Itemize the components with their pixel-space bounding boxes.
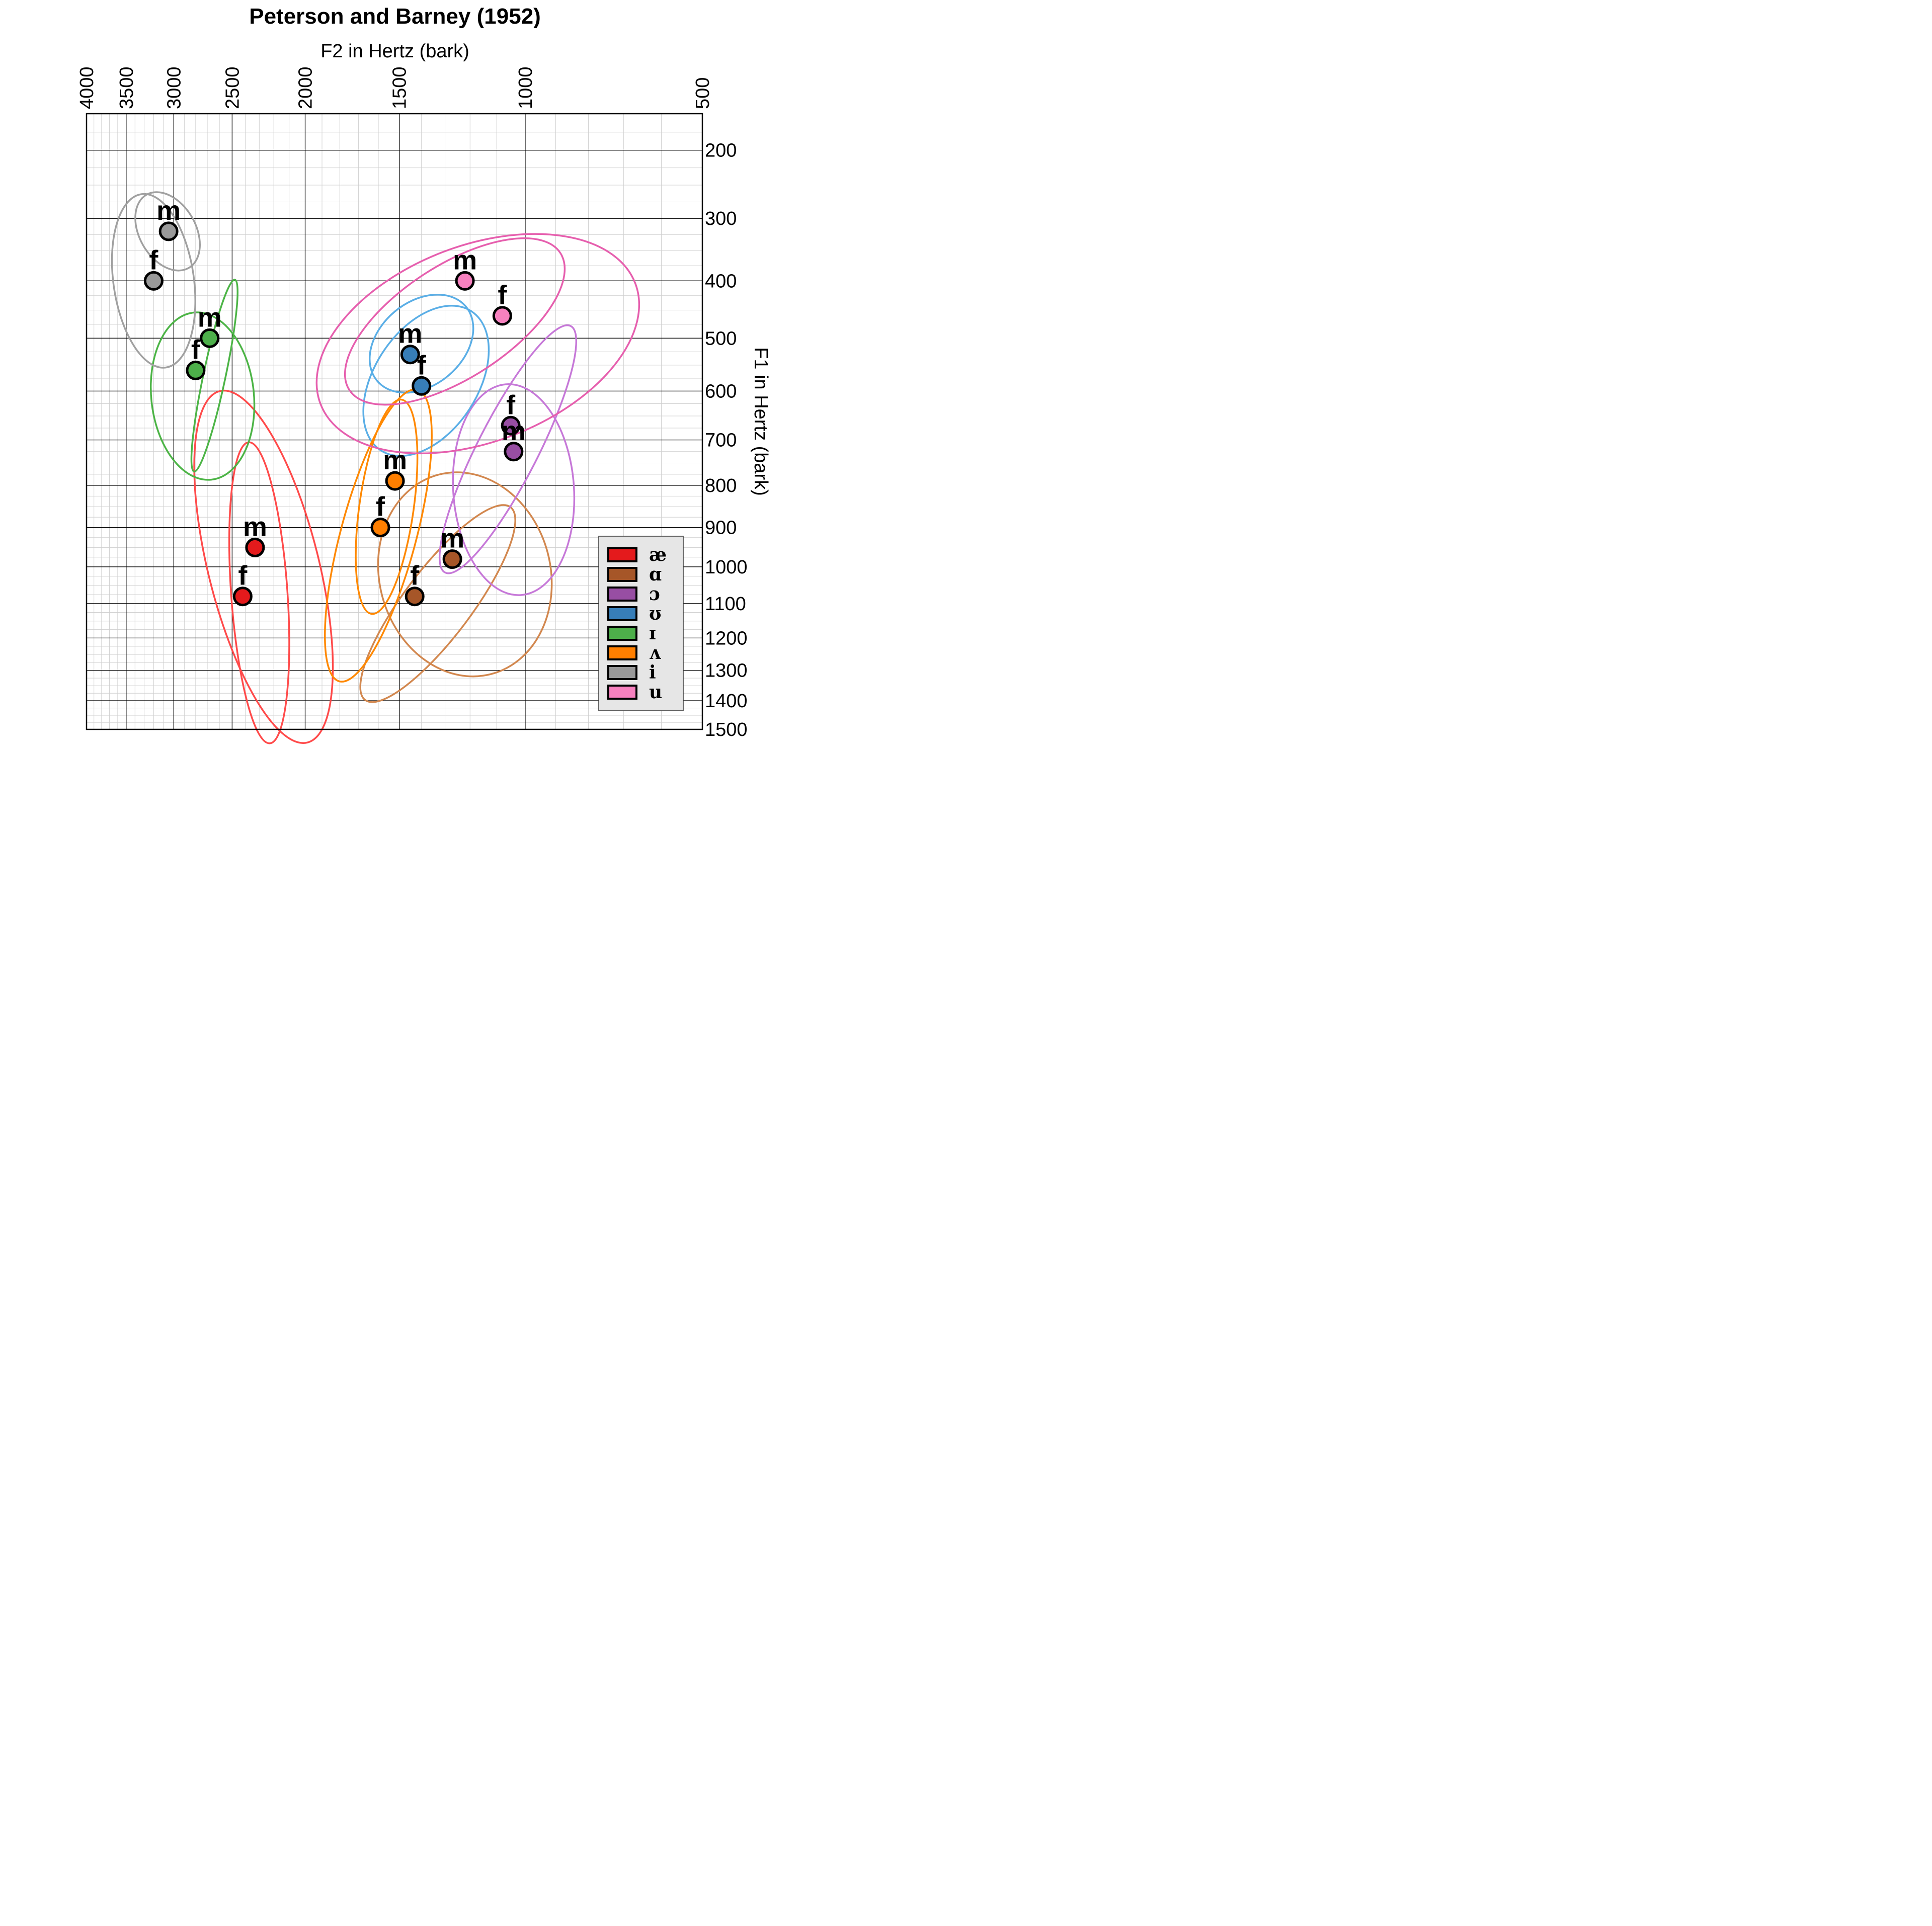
- x-tick-label: 500: [692, 77, 713, 109]
- data-point: [442, 549, 462, 569]
- x-axis-label: F2 in Hertz (bark): [320, 41, 469, 62]
- point-label: f: [498, 280, 507, 310]
- legend-swatch: [607, 665, 637, 680]
- legend-swatch: [607, 645, 637, 660]
- y-tick-label: 1100: [705, 594, 746, 615]
- point-label: f: [410, 561, 420, 591]
- x-tick-label: 1500: [389, 66, 411, 109]
- point-label: m: [383, 445, 407, 475]
- legend-label: u: [649, 682, 662, 703]
- plot-frame: [86, 113, 703, 730]
- ellipses: [111, 191, 640, 744]
- legend-swatch: [607, 685, 637, 700]
- ellipse: [362, 305, 490, 457]
- data-point: [492, 306, 512, 326]
- data-point: [370, 518, 390, 538]
- y-axis-label: F1 in Hertz (bark): [750, 347, 771, 496]
- y-tick-label: 700: [705, 430, 737, 451]
- y-tick-label: 1000: [705, 557, 748, 578]
- y-tick-label: 1200: [705, 628, 748, 649]
- legend-swatch: [607, 547, 637, 562]
- ellipse: [149, 311, 256, 481]
- x-tick-label: 2000: [295, 66, 316, 109]
- point-label: f: [417, 350, 427, 380]
- legend-swatch: [607, 606, 637, 621]
- point-label: m: [453, 245, 477, 275]
- data-point: [412, 376, 432, 396]
- point-label: m: [156, 196, 181, 226]
- ellipse: [193, 389, 334, 744]
- y-tick-label: 900: [705, 518, 737, 539]
- ellipse: [377, 471, 553, 678]
- point-label: f: [238, 561, 248, 591]
- ellipse: [344, 237, 566, 406]
- legend-label: ɔ: [649, 583, 660, 605]
- point-label: m: [243, 512, 267, 542]
- legend-label: ɪ: [649, 623, 656, 644]
- point-label: f: [149, 245, 158, 275]
- y-tick-label: 600: [705, 381, 737, 402]
- y-tick-label: 1500: [705, 719, 748, 740]
- ellipse: [355, 398, 419, 615]
- data-point: [200, 328, 220, 348]
- y-tick-label: 800: [705, 475, 737, 496]
- y-tick-label: 500: [705, 328, 737, 349]
- data-point: [186, 360, 206, 380]
- data-point: [245, 537, 265, 557]
- point-label: m: [440, 524, 464, 554]
- data-point: [158, 221, 179, 241]
- point-label: m: [398, 319, 422, 349]
- data-point: [400, 345, 420, 365]
- x-tick-label: 3500: [116, 66, 137, 109]
- point-label: m: [502, 416, 526, 446]
- ellipse: [111, 193, 196, 369]
- y-tick-label: 1300: [705, 660, 748, 682]
- legend-label: ʌ: [649, 642, 661, 663]
- data-point: [232, 587, 253, 607]
- legend-label: ʊ: [649, 603, 661, 624]
- legend-label: i: [649, 662, 656, 683]
- legend-swatch: [607, 626, 637, 641]
- y-tick-labels: 200 300 400 500 600 700 800 900 1000 1100 1200 1300…: [705, 140, 748, 740]
- legend-label: ɑ: [649, 564, 662, 585]
- data-point: [501, 415, 521, 436]
- ellipse: [452, 383, 576, 596]
- data-point: [504, 442, 524, 462]
- data-point: [385, 471, 405, 491]
- data-point: [405, 587, 425, 607]
- x-tick-labels: 4000 3500 3000 2500 2000 1500 1000 500: [76, 66, 713, 109]
- point-label: f: [506, 390, 516, 420]
- y-tick-label: 300: [705, 208, 737, 229]
- legend-box: [598, 536, 684, 711]
- point-label: f: [376, 492, 385, 522]
- legend-swatch: [607, 567, 637, 582]
- y-tick-label: 1400: [705, 691, 748, 712]
- x-tick-label: 4000: [76, 66, 98, 109]
- point-label: m: [198, 302, 222, 332]
- y-tick-label: 400: [705, 271, 737, 292]
- ellipse: [438, 324, 578, 574]
- data-point: [455, 271, 475, 291]
- legend-swatch: [607, 587, 637, 602]
- x-tick-label: 2500: [222, 66, 243, 109]
- x-tick-label: 1000: [515, 66, 536, 109]
- ellipse: [315, 233, 640, 455]
- vowel-chart: Peterson and Barney (1952) F2 in Hertz (…: [76, 4, 771, 744]
- x-tick-label: 3000: [164, 66, 185, 109]
- data-point: [143, 271, 164, 291]
- ellipse: [368, 293, 474, 394]
- chart-title: Peterson and Barney (1952): [249, 4, 541, 29]
- point-label: f: [191, 334, 201, 365]
- legend-label: æ: [649, 544, 667, 565]
- y-tick-label: 200: [705, 140, 737, 161]
